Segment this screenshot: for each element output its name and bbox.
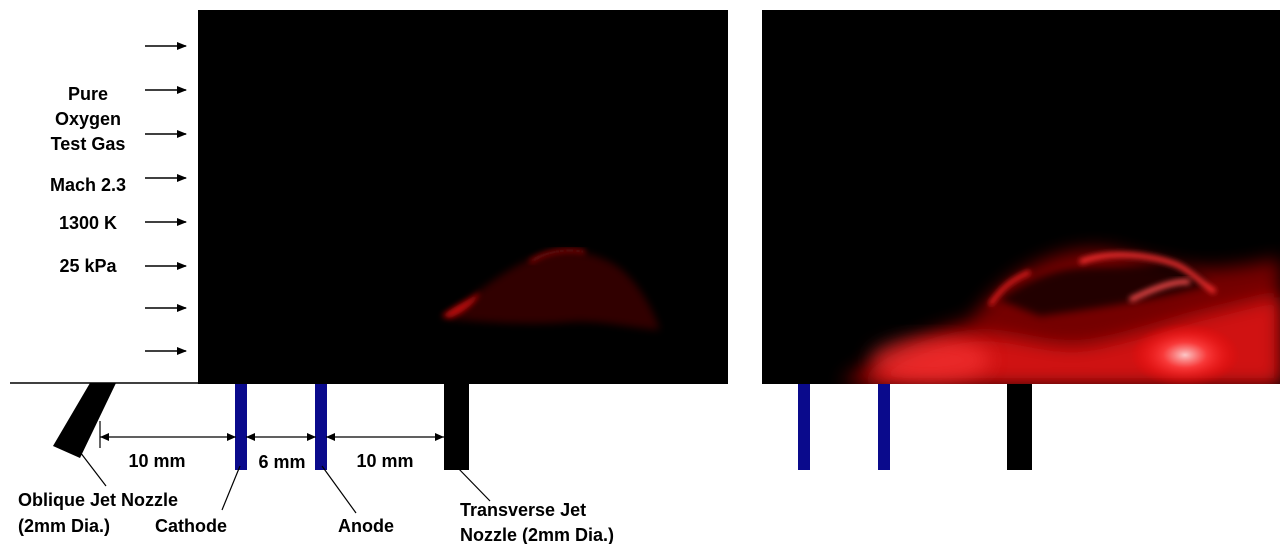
condition-line-oxygen: Oxygen — [55, 109, 121, 129]
oblique-jet-nozzle — [53, 383, 116, 458]
anode-label: Anode — [338, 516, 394, 536]
leader-anode — [321, 465, 357, 514]
transverse-nozzle-label: Transverse Jet — [460, 500, 586, 520]
cathode-label: Cathode — [155, 516, 227, 536]
condition-mach: Mach 2.3 — [50, 175, 126, 195]
condition-line-test-gas: Test Gas — [51, 134, 126, 154]
panel-a-label: (a) — [690, 18, 714, 43]
oblique-nozzle-label: Oblique Jet Nozzle — [18, 490, 178, 510]
leader-cathode — [221, 465, 241, 511]
anode-electrode — [315, 384, 327, 470]
transverse-jet-nozzle-b — [1007, 384, 1032, 470]
leader-transverse — [455, 465, 491, 502]
transverse-nozzle-diameter-label: Nozzle (2mm Dia.) — [460, 525, 614, 544]
condition-line-pure: Pure — [68, 84, 108, 104]
condition-pressure: 25 kPa — [59, 256, 117, 276]
dimension-label-nozzle-cathode: 10 mm — [128, 451, 185, 471]
transverse-jet-nozzle — [444, 384, 469, 470]
panel-b-label: (b) — [1250, 18, 1276, 43]
condition-temperature: 1300 K — [59, 213, 117, 233]
dimension-label-cathode-anode: 6 mm — [258, 452, 305, 472]
panel-b-flame — [840, 249, 1280, 384]
panel-a-flame — [440, 248, 660, 330]
test-conditions: Pure Oxygen Test Gas Mach 2.3 1300 K 25 … — [50, 84, 126, 276]
panel-a-image: (a) — [198, 10, 728, 384]
cathode-electrode-b — [798, 384, 810, 470]
dimension-label-anode-transverse: 10 mm — [356, 451, 413, 471]
dimension-lines — [99, 421, 444, 448]
leader-lines — [79, 451, 491, 514]
cathode-electrode — [235, 384, 247, 470]
oblique-nozzle-diameter-label: (2mm Dia.) — [18, 516, 110, 536]
flow-arrows — [145, 42, 187, 355]
panel-b-image: (b) — [762, 10, 1280, 384]
anode-electrode-b — [878, 384, 890, 470]
leader-oblique — [79, 451, 107, 487]
